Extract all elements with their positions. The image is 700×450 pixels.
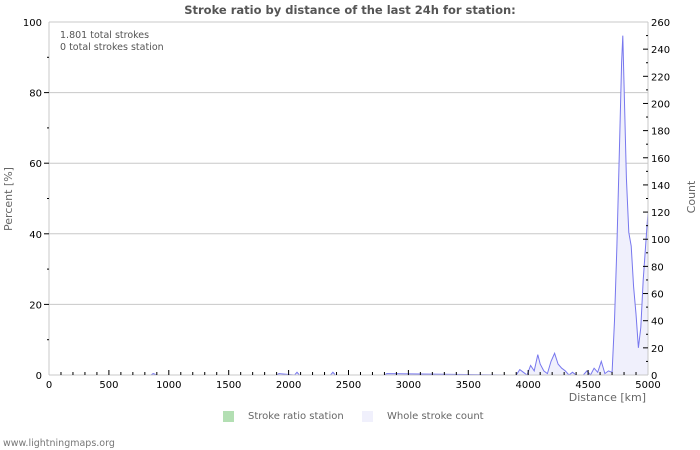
y-left-tick-label: 0 <box>36 371 42 382</box>
y-right-tick-label: 140 <box>651 181 670 192</box>
y-right-tick-label: 60 <box>651 290 664 301</box>
y-left-tick-label: 40 <box>29 230 42 241</box>
x-tick-label: 2000 <box>276 380 301 391</box>
y-right-tick-label: 260 <box>651 18 670 29</box>
y-right-axis-label: Count <box>685 180 698 213</box>
x-tick-label: 3000 <box>396 380 421 391</box>
legend-item-whole-count: Whole stroke count <box>362 411 484 422</box>
y-right-tick-label: 20 <box>651 344 664 355</box>
y-left-tick-label: 60 <box>29 159 42 170</box>
total-strokes-text: 1.801 total strokes <box>60 30 150 41</box>
y-right-tick-label: 0 <box>651 371 657 382</box>
y-left-tick-label: 80 <box>29 89 42 100</box>
x-tick-label: 0 <box>46 380 52 391</box>
legend-item-stroke-ratio: Stroke ratio station <box>223 411 344 422</box>
y-right-tick-label: 240 <box>651 45 670 56</box>
station-strokes-text: 0 total strokes station <box>60 42 164 53</box>
whole-count-line <box>49 35 649 376</box>
x-axis-label: Distance [km] <box>569 391 646 404</box>
legend-swatch-green <box>223 411 234 422</box>
x-tick-label: 2500 <box>336 380 361 391</box>
y-right-tick-label: 180 <box>651 127 670 138</box>
legend-swatch-lavender <box>362 411 373 422</box>
y-right-tick-label: 80 <box>651 262 664 273</box>
y-right-tick-label: 200 <box>651 99 670 110</box>
x-tick-label: 3500 <box>456 380 481 391</box>
y-right-tick-label: 160 <box>651 154 670 165</box>
stats-annotation: 1.801 total strokes 0 total strokes stat… <box>60 30 164 54</box>
x-tick-label: 1500 <box>216 380 241 391</box>
x-tick-label: 4000 <box>515 380 540 391</box>
x-tick-label: 4500 <box>575 380 600 391</box>
whole-count-area <box>49 35 648 375</box>
y-left-axis-label: Percent [%] <box>2 167 15 231</box>
x-tick-label: 500 <box>99 380 118 391</box>
site-credit: www.lightningmaps.org <box>3 438 115 449</box>
y-left-tick-label: 20 <box>29 300 42 311</box>
x-tick-label: 1000 <box>156 380 181 391</box>
chart-title: Stroke ratio by distance of the last 24h… <box>184 3 516 17</box>
legend-label: Whole stroke count <box>387 411 484 422</box>
y-right-tick-label: 220 <box>651 72 670 83</box>
y-right-tick-label: 100 <box>651 235 670 246</box>
legend-label: Stroke ratio station <box>248 411 344 422</box>
y-left-tick-label: 100 <box>23 18 42 29</box>
y-right-tick-label: 120 <box>651 208 670 219</box>
x-tick-label: 5000 <box>635 380 660 391</box>
y-right-tick-label: 40 <box>651 317 664 328</box>
